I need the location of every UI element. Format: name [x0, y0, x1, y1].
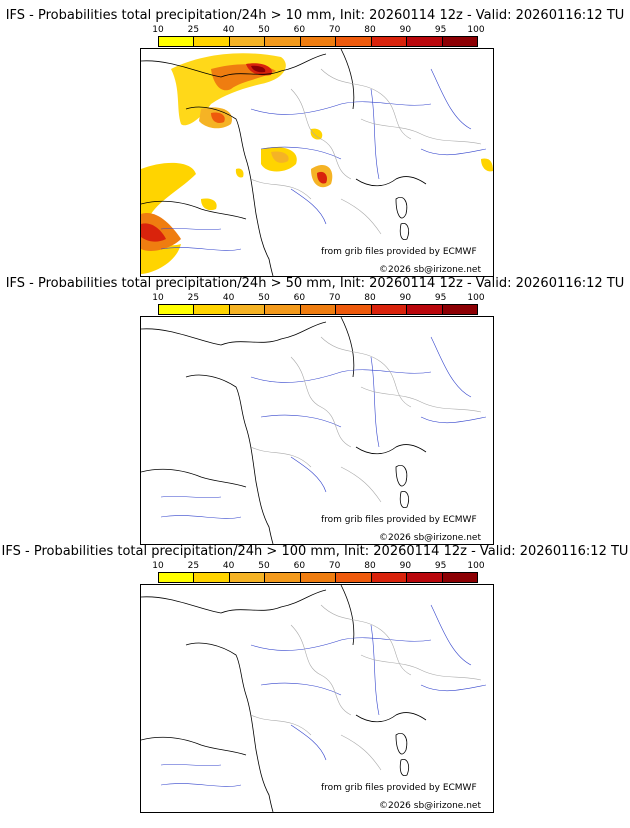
borders — [250, 68, 482, 235]
colorbar-tick-label: 80 — [364, 561, 376, 571]
forecast-panel-50mm: IFS - Probabilities total precipitation/… — [0, 276, 630, 546]
forecast-panel-10mm: IFS - Probabilities total precipitation/… — [0, 8, 630, 278]
coastlines — [141, 585, 427, 812]
colorbar — [158, 572, 478, 583]
colorbar-tick-label: 100 — [467, 561, 485, 571]
colorbar-tick-label: 50 — [258, 293, 270, 303]
colorbar-tick-label: 25 — [187, 293, 200, 303]
colorbar-tick-label: 50 — [258, 25, 270, 35]
colorbar-segment — [300, 305, 337, 314]
precip-areas — [141, 53, 493, 274]
colorbar-segment — [229, 305, 266, 314]
copyright-credit: ©2026 sb@irizone.net — [379, 265, 481, 275]
colorbar-tick-label: 10 — [152, 561, 164, 571]
copyright-credit: ©2026 sb@irizone.net — [379, 801, 481, 811]
colorbar — [158, 304, 478, 315]
colorbar-tick-label: 10 — [152, 293, 164, 303]
colorbar-tick-label: 95 — [434, 293, 447, 303]
colorbar-segment — [194, 37, 230, 46]
borders — [250, 604, 482, 771]
colorbar-tick-label: 70 — [328, 25, 341, 35]
colorbar-tick-label: 50 — [258, 561, 270, 571]
coastlines — [141, 317, 427, 544]
colorbar-tick-label: 70 — [328, 561, 341, 571]
colorbar-segment — [300, 37, 337, 46]
colorbar-tick-label: 100 — [467, 293, 485, 303]
source-credit: from grib files provided by ECMWF — [321, 783, 477, 793]
colorbar-segment — [265, 37, 301, 46]
colorbar-tick-label: 10 — [152, 25, 164, 35]
colorbar-segment — [336, 573, 372, 582]
colorbar-segment — [336, 37, 372, 46]
panel-title: IFS - Probabilities total precipitation/… — [5, 276, 625, 291]
colorbar-tick-label: 80 — [364, 293, 376, 303]
colorbar-segment — [442, 37, 477, 46]
coastlines — [141, 49, 427, 276]
colorbar-segment — [300, 573, 337, 582]
colorbar-segment — [159, 573, 195, 582]
colorbar-segment — [442, 573, 477, 582]
probability-map[interactable]: from grib files provided by ECMWF ©2026 … — [140, 316, 494, 545]
colorbar-tick-label: 25 — [187, 561, 200, 571]
colorbar-segment — [371, 37, 408, 46]
colorbar-segment — [159, 37, 195, 46]
colorbar-tick-label: 40 — [222, 293, 235, 303]
rivers — [160, 68, 487, 251]
colorbar-tick-label: 90 — [399, 293, 412, 303]
colorbar-segment — [229, 37, 266, 46]
colorbar-segment — [407, 37, 443, 46]
colorbar-segment — [265, 573, 301, 582]
source-credit: from grib files provided by ECMWF — [321, 247, 477, 257]
colorbar-tick-label: 95 — [434, 561, 447, 571]
colorbar-segment — [229, 573, 266, 582]
copyright-credit: ©2026 sb@irizone.net — [379, 533, 481, 543]
forecast-panel-100mm: IFS - Probabilities total precipitation/… — [0, 544, 630, 814]
colorbar-tick-label: 100 — [467, 25, 485, 35]
colorbar-tick-label: 60 — [293, 293, 306, 303]
rivers — [160, 604, 487, 787]
probability-map[interactable]: from grib files provided by ECMWF ©2026 … — [140, 584, 494, 813]
colorbar-segment — [371, 573, 408, 582]
colorbar-tick-label: 90 — [399, 561, 412, 571]
colorbar-segment — [194, 573, 230, 582]
colorbar — [158, 36, 478, 47]
colorbar-tick-label: 25 — [187, 25, 200, 35]
probability-map[interactable]: from grib files provided by ECMWF ©2026 … — [140, 48, 494, 277]
borders — [250, 336, 482, 503]
colorbar-tick-label: 60 — [293, 25, 306, 35]
colorbar-segment — [371, 305, 408, 314]
colorbar-segment — [442, 305, 477, 314]
colorbar-tick-label: 95 — [434, 25, 447, 35]
colorbar-segment — [159, 305, 195, 314]
rivers — [160, 336, 487, 519]
colorbar-tick-label: 70 — [328, 293, 341, 303]
colorbar-tick-label: 90 — [399, 25, 412, 35]
panel-title: IFS - Probabilities total precipitation/… — [1, 544, 629, 559]
map-canvas — [141, 317, 487, 544]
colorbar-tick-label: 40 — [222, 561, 235, 571]
colorbar-tick-label: 80 — [364, 25, 376, 35]
colorbar-segment — [194, 305, 230, 314]
map-canvas — [141, 49, 493, 276]
colorbar-segment — [407, 573, 443, 582]
colorbar-segment — [336, 305, 372, 314]
colorbar-tick-label: 60 — [293, 561, 306, 571]
map-canvas — [141, 585, 487, 812]
panel-title: IFS - Probabilities total precipitation/… — [5, 8, 625, 23]
colorbar-segment — [265, 305, 301, 314]
colorbar-segment — [407, 305, 443, 314]
colorbar-tick-label: 40 — [222, 25, 235, 35]
source-credit: from grib files provided by ECMWF — [321, 515, 477, 525]
